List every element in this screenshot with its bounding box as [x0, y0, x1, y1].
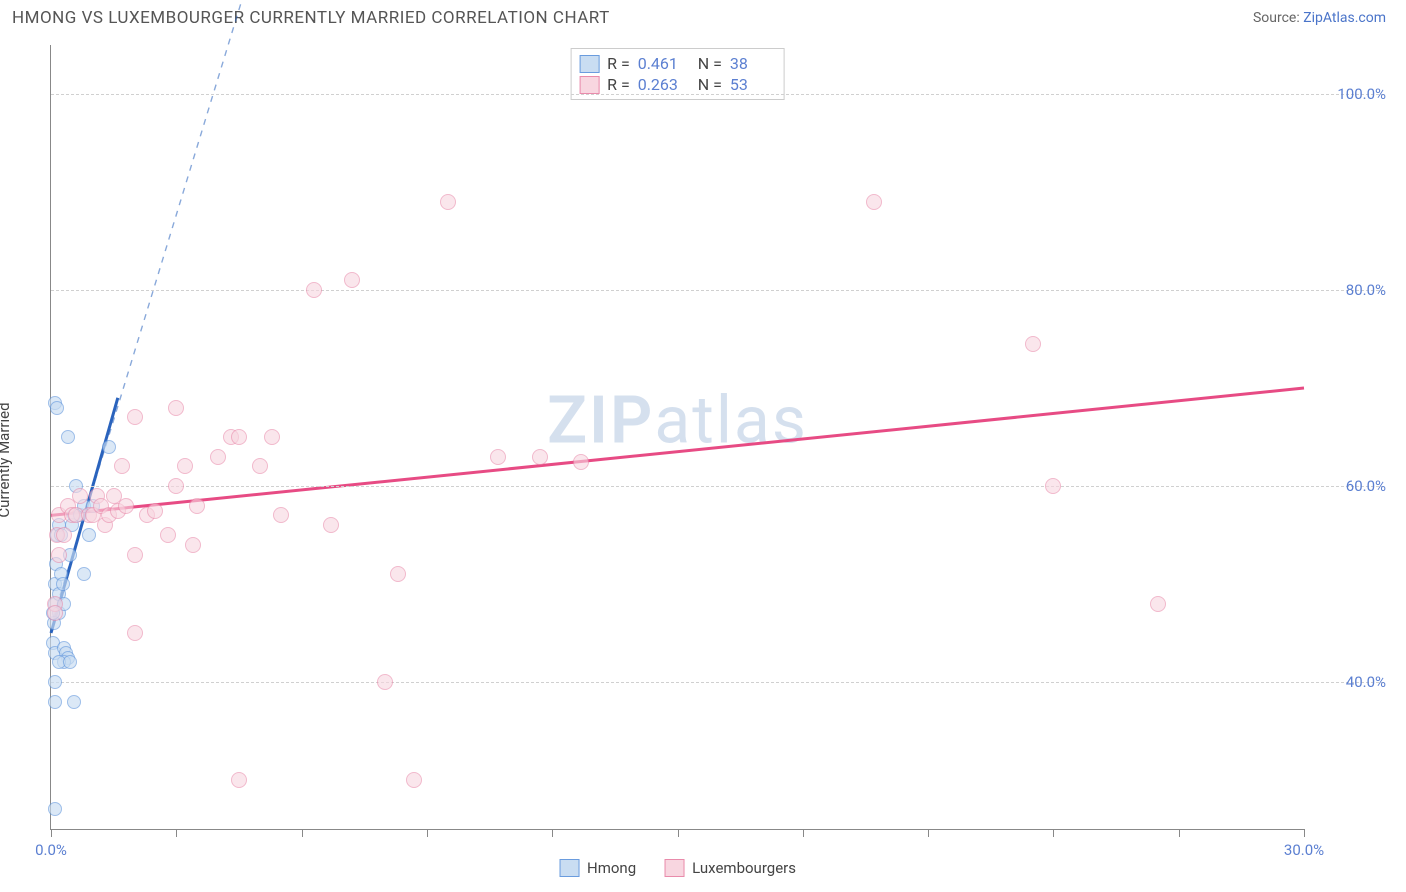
- stat-n-label: N =: [698, 75, 722, 94]
- y-tick-label: 40.0%: [1346, 673, 1386, 691]
- gridline-h: [51, 486, 1384, 487]
- legend-swatch: [664, 859, 684, 877]
- data-point: [573, 454, 589, 470]
- stats-row: R = 0.461 N = 38: [579, 53, 776, 74]
- x-tick: [678, 829, 679, 837]
- data-point: [51, 547, 67, 563]
- stats-legend: R = 0.461 N = 38 R = 0.263 N = 53: [570, 48, 785, 100]
- stat-r-label: R =: [607, 75, 630, 94]
- stat-n-value: 53: [730, 75, 776, 94]
- data-point: [118, 498, 134, 514]
- data-point: [72, 488, 88, 504]
- stat-r-label: R =: [607, 54, 630, 73]
- data-point: [127, 547, 143, 563]
- stat-r-value: 0.263: [638, 75, 684, 94]
- data-point: [67, 695, 81, 709]
- chart-area: Currently Married ZIPatlas R =0.461N =38…: [12, 40, 1394, 880]
- data-point: [168, 478, 184, 494]
- chart-title: HMONG VS LUXEMBOURGER CURRENTLY MARRIED …: [12, 8, 610, 28]
- data-point: [344, 272, 360, 288]
- data-point: [1025, 336, 1041, 352]
- data-point: [185, 537, 201, 553]
- gridline-h: [51, 290, 1384, 291]
- data-point: [377, 674, 393, 690]
- data-point: [532, 449, 548, 465]
- data-point: [48, 802, 62, 816]
- data-point: [177, 458, 193, 474]
- legend-swatch: [579, 76, 599, 94]
- gridline-h: [51, 94, 1384, 95]
- data-point: [82, 528, 96, 542]
- data-point: [63, 655, 77, 669]
- chart-header: HMONG VS LUXEMBOURGER CURRENTLY MARRIED …: [0, 0, 1406, 32]
- data-point: [273, 507, 289, 523]
- x-tick: [427, 829, 428, 837]
- x-tick: [176, 829, 177, 837]
- legend-item: Luxembourgers: [664, 859, 796, 877]
- data-point: [47, 605, 63, 621]
- gridline-h: [51, 682, 1384, 683]
- data-point: [147, 503, 163, 519]
- data-point: [264, 429, 280, 445]
- data-point: [168, 400, 184, 416]
- plot-region: ZIPatlas R =0.461N =38R =0.263N =53 Hmon…: [50, 45, 1304, 830]
- data-point: [1150, 596, 1166, 612]
- data-point: [1045, 478, 1061, 494]
- data-point: [306, 282, 322, 298]
- x-tick: [803, 829, 804, 837]
- data-point: [127, 625, 143, 641]
- x-tick: [1304, 829, 1305, 837]
- data-point: [127, 409, 143, 425]
- x-tick: [552, 829, 553, 837]
- data-point: [490, 449, 506, 465]
- data-point: [252, 458, 268, 474]
- series-legend: Hmong Luxembourgers: [559, 859, 796, 877]
- y-axis-label: Currently Married: [0, 402, 13, 517]
- source-attribution: Source: ZipAtlas.com: [1253, 10, 1386, 26]
- y-tick-label: 80.0%: [1346, 281, 1386, 299]
- watermark-strong: ZIP: [547, 383, 654, 460]
- data-point: [56, 577, 70, 591]
- legend-item: Hmong: [559, 859, 636, 877]
- y-tick-label: 60.0%: [1346, 477, 1386, 495]
- data-point: [406, 772, 422, 788]
- x-tick: [1179, 829, 1180, 837]
- data-point: [390, 566, 406, 582]
- data-point: [114, 458, 130, 474]
- source-link[interactable]: ZipAtlas.com: [1303, 10, 1386, 26]
- source-label: Source:: [1253, 10, 1300, 26]
- x-tick: [302, 829, 303, 837]
- data-point: [50, 401, 64, 415]
- legend-swatch: [579, 55, 599, 73]
- data-point: [189, 498, 205, 514]
- stat-r-value: 0.461: [638, 54, 684, 73]
- watermark: ZIPatlas: [547, 383, 808, 460]
- x-tick-label: 0.0%: [35, 841, 67, 859]
- stat-n-label: N =: [698, 54, 722, 73]
- data-point: [866, 194, 882, 210]
- data-point: [61, 430, 75, 444]
- data-point: [231, 772, 247, 788]
- x-tick: [51, 829, 52, 837]
- y-tick-label: 100.0%: [1337, 85, 1386, 103]
- data-point: [440, 194, 456, 210]
- x-tick: [928, 829, 929, 837]
- data-point: [210, 449, 226, 465]
- data-point: [102, 440, 116, 454]
- x-tick: [1053, 829, 1054, 837]
- stats-row: R = 0.263 N = 53: [579, 74, 776, 95]
- data-point: [56, 527, 72, 543]
- data-point: [48, 675, 62, 689]
- data-point: [48, 695, 62, 709]
- data-point: [323, 517, 339, 533]
- stat-n-value: 38: [730, 54, 776, 73]
- data-point: [231, 429, 247, 445]
- data-point: [77, 567, 91, 581]
- legend-label: Hmong: [587, 859, 636, 877]
- x-tick-label: 30.0%: [1284, 841, 1324, 859]
- watermark-light: atlas: [654, 383, 808, 460]
- data-point: [160, 527, 176, 543]
- legend-swatch: [559, 859, 579, 877]
- legend-label: Luxembourgers: [692, 859, 796, 877]
